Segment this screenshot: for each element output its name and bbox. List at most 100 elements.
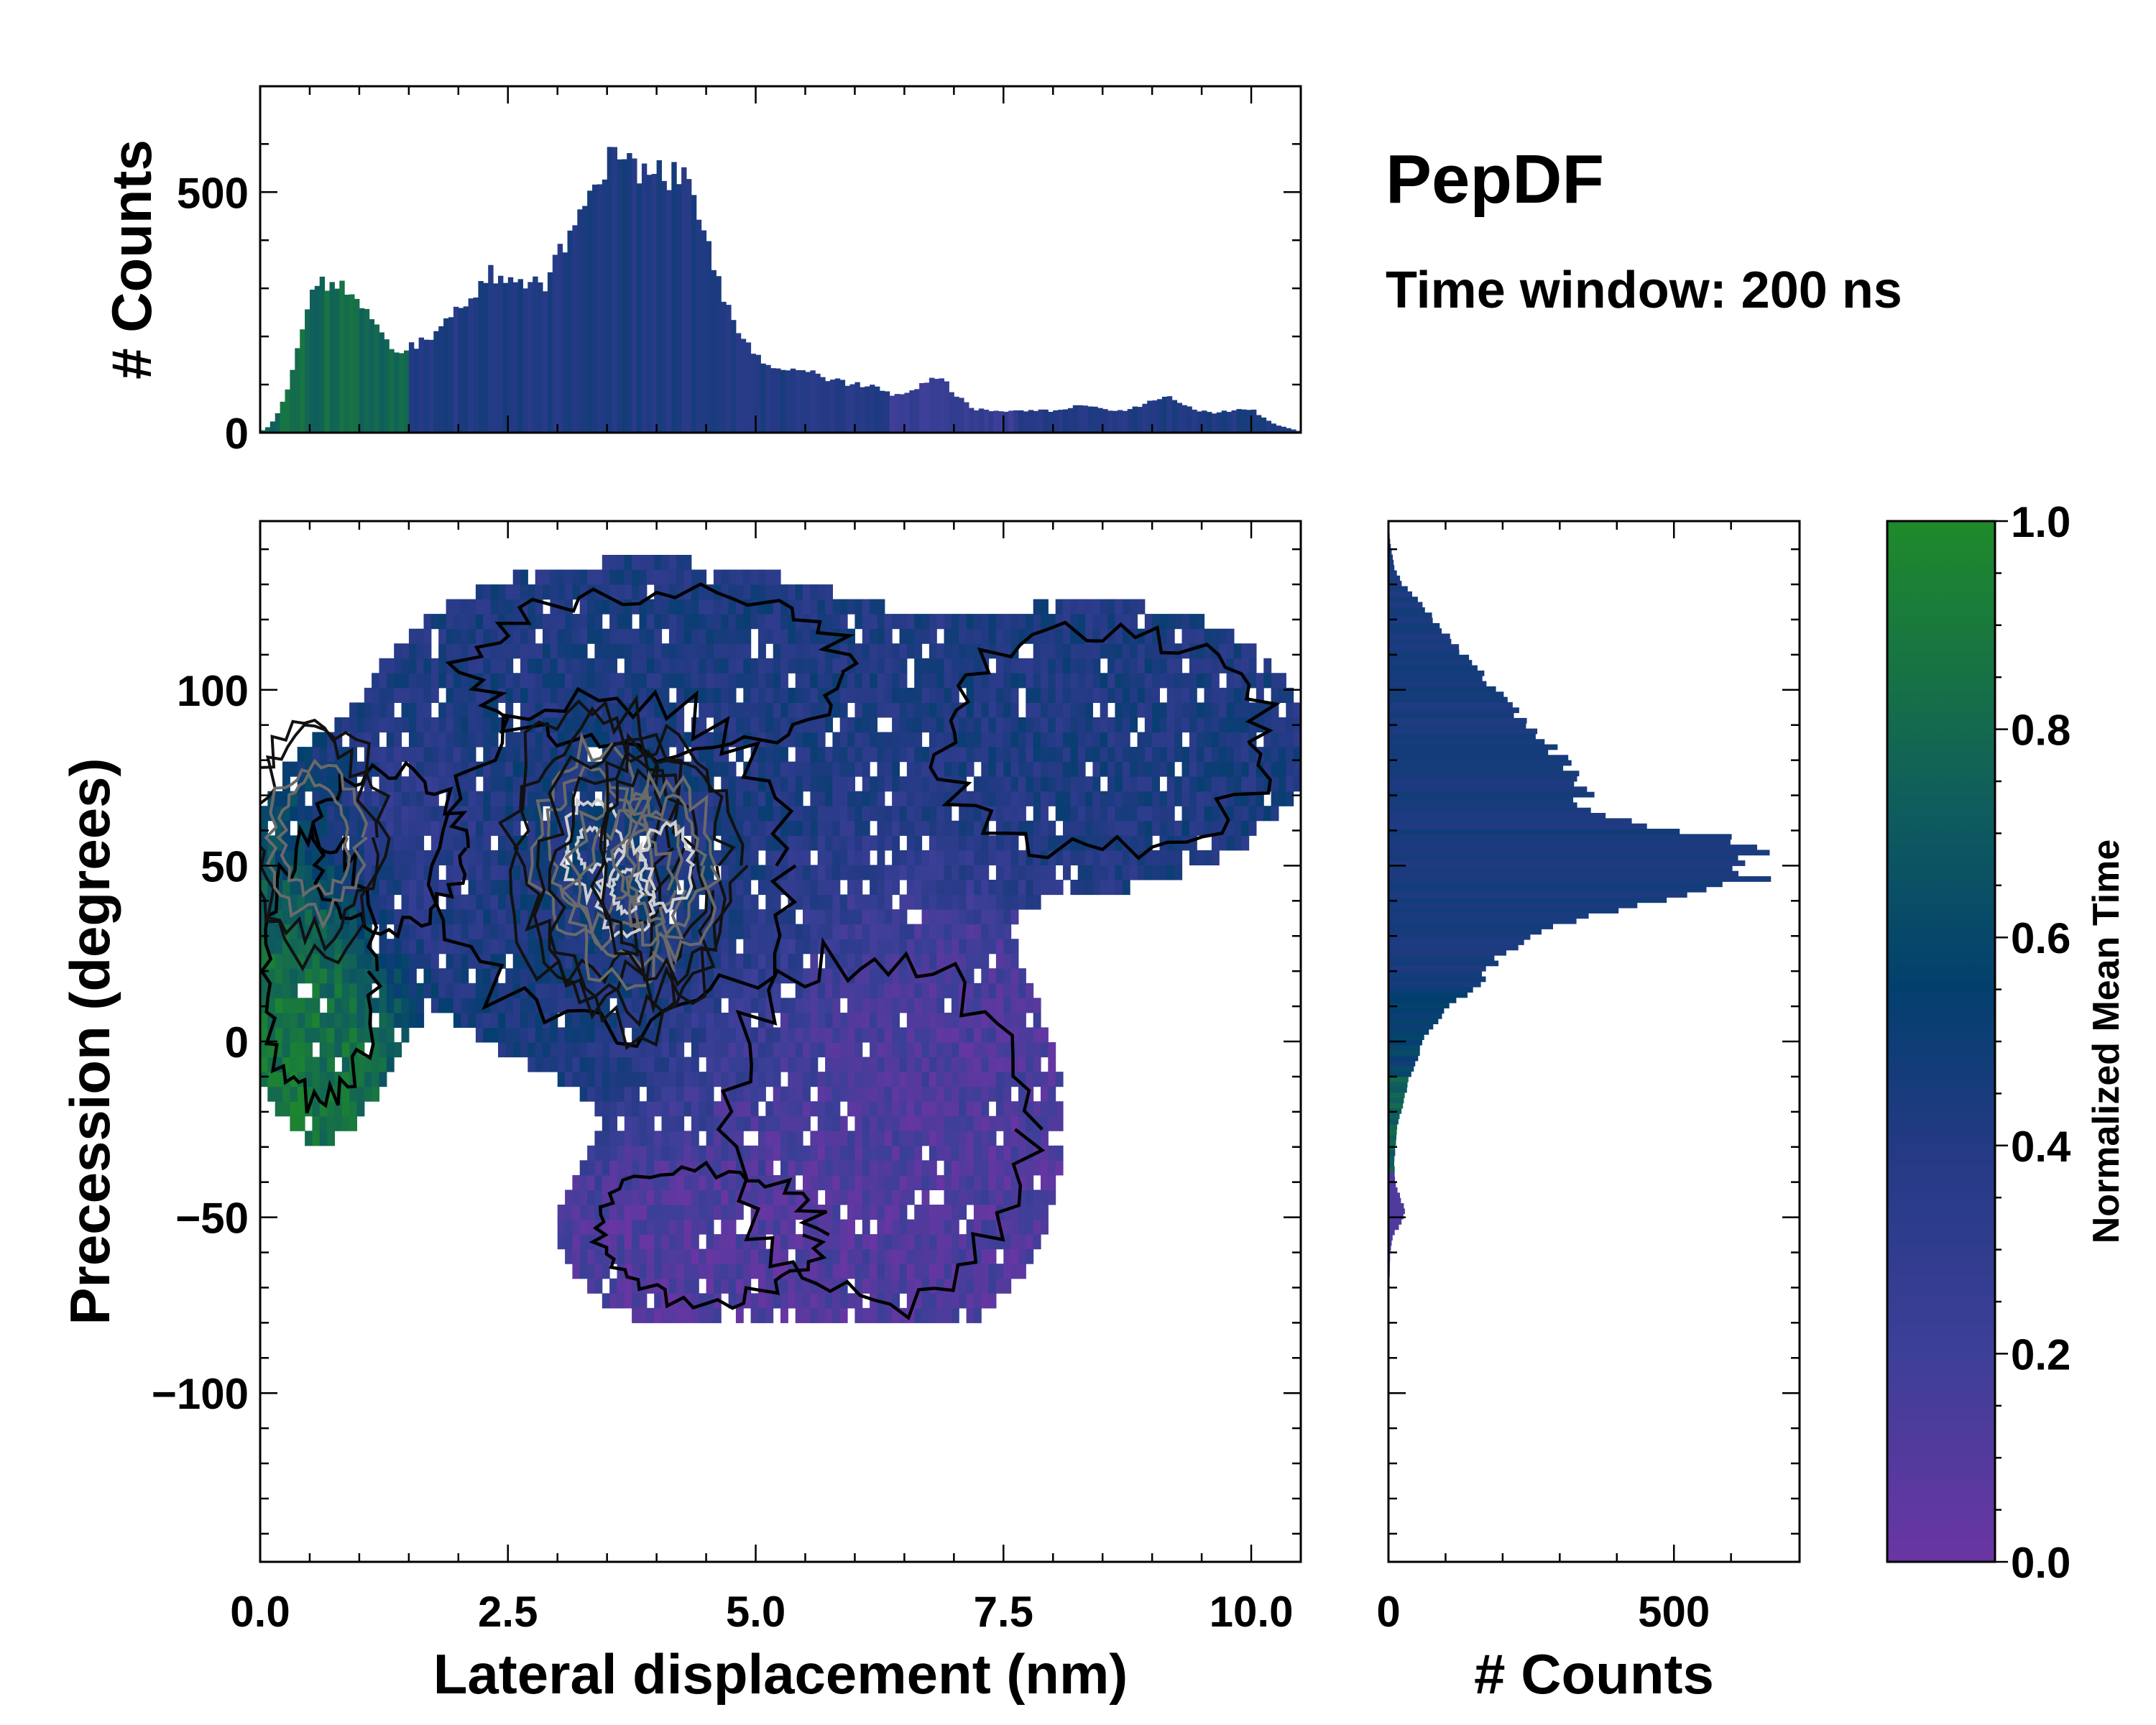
heatmap-cell: [550, 732, 558, 748]
heatmap-cell: [713, 1278, 722, 1294]
heatmap-cell: [995, 1027, 1004, 1043]
heatmap-cell: [862, 1264, 870, 1279]
heatmap-cell: [461, 761, 469, 777]
heatmap-cell: [995, 880, 1004, 896]
heatmap-cell: [475, 880, 484, 896]
heatmap-cell: [483, 880, 492, 896]
heatmap-cell: [743, 569, 752, 585]
heatmap-cell: [906, 880, 915, 896]
heatmap-cell: [1018, 880, 1026, 896]
heatmap-cell: [1241, 732, 1250, 748]
heatmap-cell: [408, 909, 417, 925]
heatmap-cell: [884, 761, 893, 777]
heatmap-cell: [505, 924, 514, 939]
heatmap-cell: [505, 820, 514, 836]
heatmap-cell: [995, 1190, 1004, 1205]
heatmap-cell: [765, 953, 774, 969]
heatmap-cell: [1197, 776, 1205, 792]
heatmap-cell: [765, 1145, 774, 1161]
heatmap-cell: [498, 806, 506, 822]
heatmap-cell: [973, 1174, 982, 1190]
heatmap-cell: [839, 1219, 848, 1235]
heatmap-cell: [557, 584, 566, 600]
heatmap-cell: [966, 909, 975, 925]
heatmap-cell: [995, 1101, 1004, 1117]
heatmap-cell: [1115, 865, 1123, 880]
heatmap-cell: [401, 702, 410, 718]
heatmap-cell: [543, 687, 550, 703]
heatmap-cell: [981, 806, 990, 822]
heatmap-cell: [372, 806, 379, 822]
heatmap-cell: [1107, 658, 1115, 673]
density-contour: [548, 750, 709, 1028]
heatmap-cell: [1092, 747, 1101, 763]
heatmap-cell: [475, 1012, 484, 1028]
heatmap-cell: [1256, 776, 1264, 792]
heatmap-cell: [1077, 761, 1086, 777]
heatmap-cell: [453, 968, 461, 984]
top-histogram-bar: [884, 391, 890, 433]
heatmap-cell: [661, 614, 670, 630]
heatmap-cell: [550, 717, 558, 733]
heatmap-cell: [587, 628, 595, 644]
heatmap-cell: [639, 1278, 648, 1294]
heatmap-cell: [379, 835, 387, 851]
heatmap-cell: [765, 865, 774, 880]
heatmap-cell: [973, 717, 982, 733]
heatmap-cell: [936, 1101, 945, 1117]
heatmap-cell: [973, 1234, 982, 1250]
heatmap-cell: [1137, 835, 1146, 851]
heatmap-cell: [1077, 747, 1086, 763]
heatmap-cell: [773, 998, 781, 1013]
heatmap-cell: [735, 806, 744, 822]
heatmap-cell: [699, 1205, 707, 1220]
top-histogram-bars: [260, 147, 1301, 433]
top-histogram-bar: [612, 147, 617, 433]
heatmap-cell: [275, 850, 283, 865]
heatmap-cell: [803, 1072, 811, 1087]
top-histogram-bar: [577, 209, 583, 433]
heatmap-cell: [966, 673, 975, 689]
heatmap-cell: [1211, 835, 1220, 851]
heatmap-cell: [1263, 747, 1272, 763]
heatmap-cell: [1144, 687, 1153, 703]
heatmap-cell: [461, 850, 469, 865]
heatmap-cell: [877, 791, 885, 806]
heatmap-cell: [587, 953, 595, 969]
heatmap-cell: [1003, 968, 1012, 984]
heatmap-cell: [446, 998, 454, 1013]
heatmap-cell: [557, 865, 566, 880]
heatmap-cell: [929, 983, 937, 998]
heatmap-cell: [349, 732, 357, 748]
heatmap-cell: [319, 968, 328, 984]
top-histogram-bar: [1241, 409, 1247, 433]
heatmap-cell: [1152, 628, 1160, 644]
heatmap-cell: [661, 1072, 670, 1087]
heatmap-cell: [1033, 687, 1041, 703]
heatmap-cell: [1130, 791, 1138, 806]
heatmap-cell: [386, 998, 395, 1013]
heatmap-cell: [706, 1101, 714, 1117]
heatmap-cell: [453, 702, 461, 718]
heatmap-cell: [1033, 702, 1041, 718]
heatmap-cell: [379, 673, 387, 689]
heatmap-cell: [275, 880, 283, 896]
heatmap-cell: [691, 1205, 699, 1220]
heatmap-cell: [847, 1248, 855, 1264]
heatmap-cell: [780, 643, 788, 659]
heatmap-cell: [483, 643, 492, 659]
heatmap-cell: [721, 1027, 729, 1043]
heatmap-cell: [862, 939, 870, 954]
heatmap-cell: [1174, 717, 1183, 733]
heatmap-cell: [870, 658, 877, 673]
heatmap-cell: [929, 717, 937, 733]
heatmap-cell: [1041, 628, 1049, 644]
heatmap-cell: [892, 880, 900, 896]
heatmap-cell: [936, 820, 945, 836]
heatmap-cell: [334, 835, 343, 851]
heatmap-cell: [1092, 835, 1101, 851]
heatmap-cell: [1107, 850, 1115, 865]
heatmap-cell: [1166, 717, 1175, 733]
heatmap-cell: [364, 732, 372, 748]
heatmap-cell: [1010, 1234, 1019, 1250]
